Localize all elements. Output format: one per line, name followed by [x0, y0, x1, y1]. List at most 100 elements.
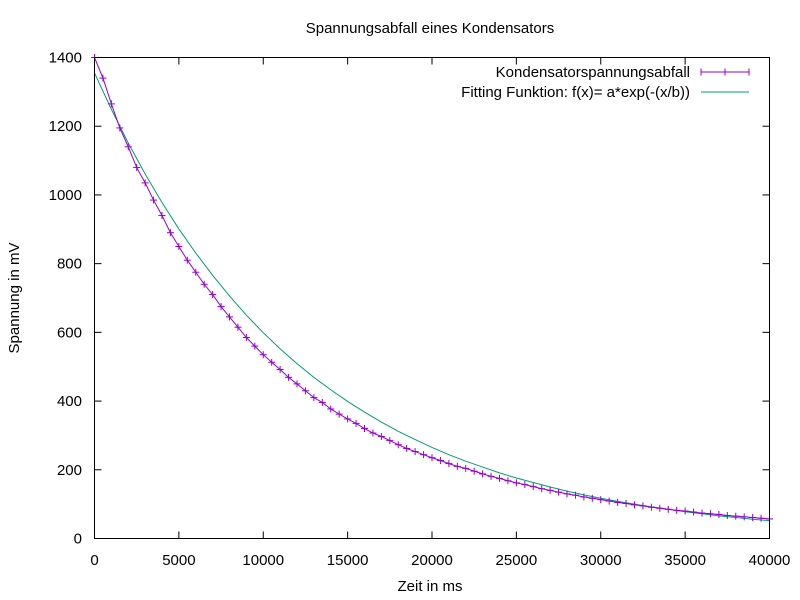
- chart-title: Spannungsabfall eines Kondensators: [306, 20, 555, 37]
- data-point: [107, 100, 115, 108]
- data-point: [124, 143, 132, 151]
- data-point: [251, 342, 259, 350]
- y-tick-label: 600: [57, 324, 82, 341]
- data-point: [200, 280, 208, 288]
- x-tick-label: 10000: [242, 552, 284, 569]
- data-point: [656, 504, 664, 512]
- data-point: [175, 242, 183, 250]
- data-point: [529, 483, 537, 491]
- data-point: [504, 477, 512, 485]
- data-point: [301, 387, 309, 395]
- y-tick-label: 200: [57, 462, 82, 479]
- data-point: [133, 163, 141, 171]
- data-series-line: [94, 57, 770, 520]
- data-point: [335, 410, 343, 418]
- data-point: [462, 464, 470, 472]
- data-point: [757, 514, 765, 522]
- data-point: [588, 494, 596, 502]
- data-point: [732, 512, 740, 520]
- data-point: [639, 502, 647, 510]
- data-point: [99, 74, 107, 82]
- legend-label: Fitting Funktion: f(x)= a*exp(-(x/b)): [461, 84, 690, 101]
- data-point: [327, 405, 335, 413]
- data-point: [344, 415, 352, 423]
- data-point: [361, 425, 368, 433]
- y-axis-label: Spannung in mV: [6, 243, 23, 354]
- data-point: [647, 503, 655, 511]
- data-point: [192, 268, 200, 276]
- data-point: [276, 365, 284, 373]
- x-tick-label: 35000: [664, 552, 706, 569]
- data-point: [217, 303, 225, 311]
- data-point: [285, 373, 293, 381]
- data-point: [571, 491, 579, 499]
- data-point: [715, 510, 723, 518]
- y-tick-label: 400: [57, 393, 82, 410]
- data-point: [487, 472, 495, 480]
- legend-label: Kondensatorspannungsabfall: [496, 64, 690, 81]
- data-point: [166, 229, 174, 237]
- data-point: [622, 499, 630, 507]
- data-point: [436, 457, 444, 465]
- data-point: [242, 334, 250, 342]
- data-point: [234, 323, 242, 331]
- y-tick-label: 1200: [49, 118, 82, 135]
- data-point: [698, 509, 706, 517]
- data-point: [631, 501, 638, 509]
- x-tick-label: 40000: [749, 552, 791, 569]
- y-tick-label: 1400: [49, 50, 82, 67]
- x-axis-label: Zeit in ms: [397, 578, 462, 595]
- data-point: [209, 291, 217, 299]
- data-point: [538, 485, 546, 493]
- data-point: [403, 444, 411, 452]
- data-point: [318, 398, 326, 406]
- data-point: [496, 474, 503, 482]
- data-point: [116, 124, 124, 132]
- data-point: [268, 358, 276, 366]
- data-point: [369, 429, 377, 437]
- data-point: [546, 486, 554, 494]
- x-tick-label: 25000: [496, 552, 538, 569]
- data-point: [352, 419, 360, 427]
- data-point: [479, 470, 487, 478]
- data-point: [226, 313, 233, 321]
- data-point: [445, 460, 453, 468]
- x-tick-label: 0: [90, 552, 98, 569]
- legend: Kondensatorspannungsabfall Fitting Funkti…: [461, 64, 750, 101]
- data-point: [664, 505, 672, 513]
- data-point: [605, 497, 613, 505]
- data-point: [453, 462, 461, 470]
- data-point: [597, 496, 605, 504]
- data-point: [259, 351, 267, 359]
- data-point: [420, 451, 428, 459]
- x-tick-label: 15000: [327, 552, 369, 569]
- data-point: [749, 514, 757, 522]
- data-point: [394, 441, 402, 449]
- data-point: [183, 256, 191, 264]
- data-point: [614, 498, 622, 506]
- fit-series-line: [94, 72, 770, 522]
- plot-frame: [94, 57, 770, 539]
- data-point: [141, 179, 149, 187]
- y-tick-label: 1000: [49, 187, 82, 204]
- data-point: [690, 508, 698, 516]
- data-point: [563, 490, 571, 498]
- data-point: [411, 448, 419, 456]
- data-point: [673, 506, 681, 514]
- data-point: [681, 507, 689, 515]
- data-point: [428, 454, 436, 462]
- data-point: [580, 493, 588, 501]
- data-point: [158, 212, 166, 220]
- x-tick-label: 5000: [162, 552, 195, 569]
- data-point: [377, 432, 385, 440]
- data-point: [470, 467, 478, 475]
- data-point: [310, 394, 318, 402]
- data-point: [293, 380, 301, 388]
- plot-layer: 0 5000 10000 15000 20000 25000 30000 35000 40000…: [49, 50, 791, 570]
- data-point: [706, 510, 714, 518]
- data-point: [386, 437, 394, 445]
- x-tick-label: 30000: [580, 552, 622, 569]
- data-point: [150, 196, 158, 204]
- data-point: [723, 511, 731, 519]
